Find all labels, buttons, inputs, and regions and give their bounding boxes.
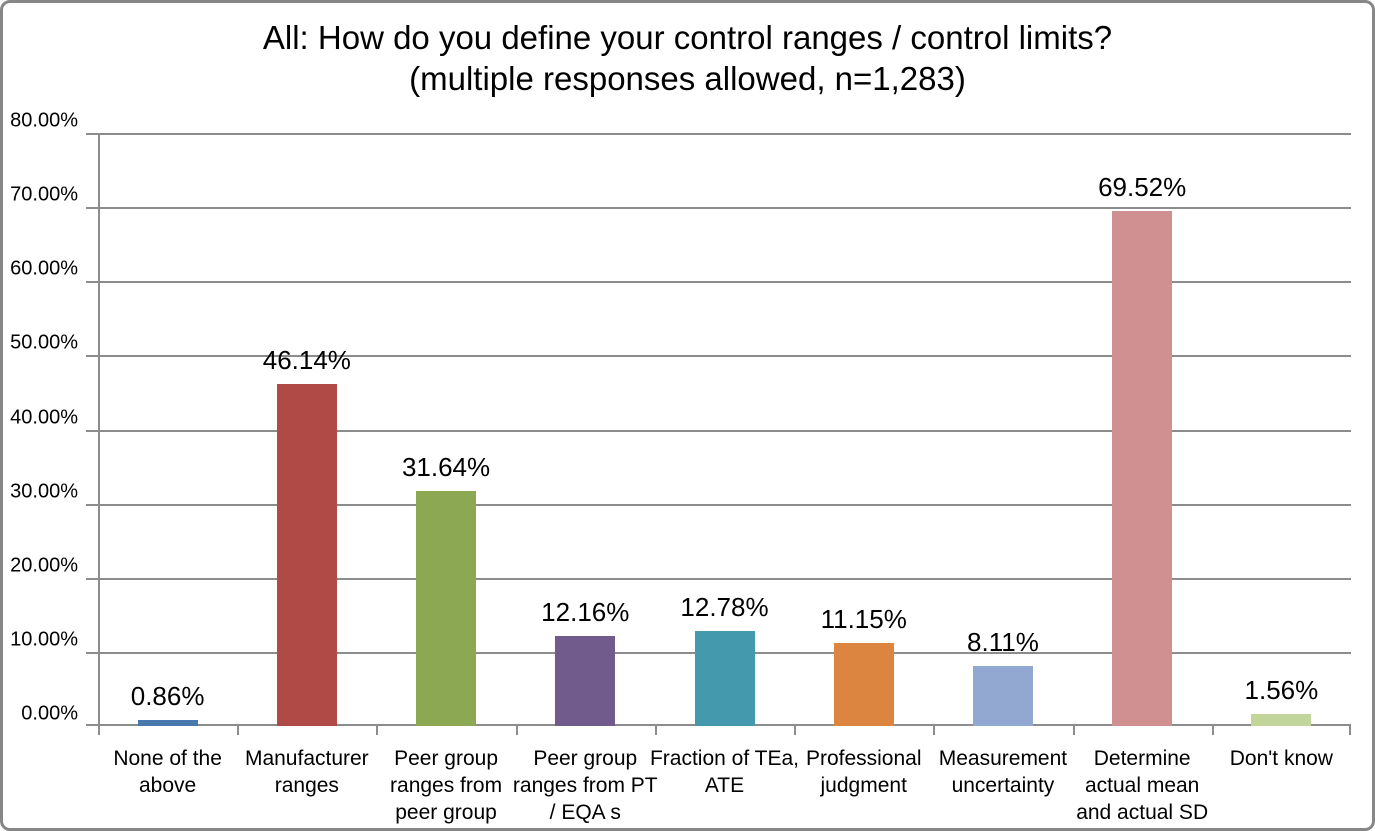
bar: [1251, 714, 1312, 726]
bar: [137, 719, 198, 726]
x-axis-tick: [515, 726, 518, 735]
y-axis-tick-label: 80.00%: [10, 109, 78, 132]
gridline: [98, 133, 1351, 135]
x-axis-category-label: Peer group ranges from peer group: [390, 747, 503, 824]
y-axis-tick-label: 20.00%: [10, 554, 78, 577]
x-axis-tick: [794, 726, 797, 735]
x-axis-tick: [1349, 726, 1351, 735]
chart-title-line2: (multiple responses allowed, n=1,283): [409, 60, 966, 97]
y-axis-tick: [86, 207, 98, 210]
gridline: [98, 503, 1351, 506]
bar: [276, 384, 337, 726]
bar: [694, 631, 755, 726]
x-axis-tick: [933, 726, 936, 735]
x-axis-tick: [1211, 726, 1214, 735]
x-axis-category-label: Fraction of TEa, ATE: [649, 747, 799, 797]
x-axis-tick: [1072, 726, 1075, 735]
bar-value-label: 11.15%: [820, 604, 907, 635]
x-axis-category-label: Measurement uncertainty: [938, 747, 1068, 797]
x-axis-category-label: Don't know: [1229, 747, 1333, 770]
gridline: [98, 207, 1351, 210]
bar-value-label: 1.56%: [1244, 675, 1319, 706]
bar-value-label: 46.14%: [262, 345, 351, 375]
bar-value-label: 12.78%: [680, 592, 769, 623]
y-axis-tick-label: 40.00%: [10, 406, 78, 428]
y-axis-tick-label: 70.00%: [10, 183, 78, 206]
gridline: [98, 355, 1351, 358]
x-axis-category-label: Peer group ranges from PT / EQA s: [512, 747, 658, 824]
y-axis-tick: [86, 503, 98, 506]
x-axis-tick: [98, 726, 100, 735]
x-axis-category-label: Manufacturer ranges: [244, 747, 369, 797]
bar-value-label: 69.52%: [1098, 171, 1187, 202]
y-axis-tick-label: 10.00%: [10, 628, 78, 651]
gridline: [98, 577, 1351, 580]
x-axis-category-labels: None of the above Manufacturer ranges Peer…: [98, 745, 1351, 828]
gridline: [98, 429, 1351, 432]
y-axis-tick-label: 0.00%: [21, 702, 78, 725]
x-axis-tick: [654, 726, 657, 735]
plot-area: 0.00% 10.00% 20.00% 30.00% 40.00% 50.00% 60.00…: [10, 110, 1351, 735]
y-axis-tick-label: 50.00%: [10, 331, 78, 354]
bar-value-label: 0.86%: [130, 680, 205, 711]
bar: [972, 665, 1033, 726]
x-axis-category-label: Determine actual mean and actual SD: [1076, 747, 1209, 824]
y-axis-tick-label: 60.00%: [10, 257, 78, 280]
bar-value-label: 31.64%: [401, 452, 491, 483]
y-axis-tick: [86, 133, 98, 135]
y-axis-tick-label: 30.00%: [10, 480, 78, 503]
chart-title: All: How do you define your control rang…: [3, 17, 1372, 99]
bar: [416, 491, 477, 726]
bar-value-label: 12.16%: [541, 596, 630, 627]
y-axis-tick: [86, 281, 98, 284]
y-axis-tick: [86, 429, 98, 432]
gridline: [98, 281, 1351, 284]
x-axis-category-label: None of the above: [113, 747, 222, 797]
bar: [833, 643, 894, 726]
y-axis-tick: [86, 577, 98, 580]
chart-title-line1: All: How do you define your control rang…: [262, 19, 1113, 56]
bar-value-label: 8.11%: [967, 626, 1039, 657]
x-axis-tick: [376, 726, 379, 735]
y-axis-tick: [86, 355, 98, 358]
y-axis-tick: [86, 724, 98, 726]
y-axis-tick: [86, 651, 98, 654]
bar: [555, 635, 616, 726]
x-axis-category-label: Professional judgment: [805, 747, 922, 797]
bar: [1112, 210, 1173, 726]
x-axis-tick: [237, 726, 240, 735]
